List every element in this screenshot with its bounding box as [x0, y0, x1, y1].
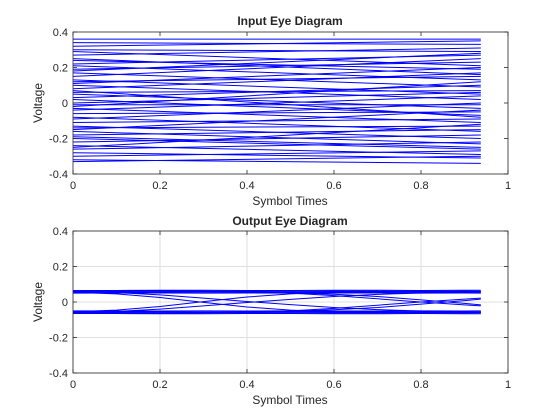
input-eye-trace-29 — [73, 125, 481, 129]
input-x-axis-label: Symbol Times — [252, 194, 327, 208]
input-eye-trace-47 — [73, 136, 481, 148]
input-eye-diagram-panel: Input Eye Diagram Symbol Times Voltage 0… — [31, 14, 511, 208]
input-x-tick-label: 0.8 — [413, 180, 428, 192]
input-eye-trace-32 — [73, 138, 481, 150]
output-y-tick-label: 0.2 — [53, 262, 68, 274]
output-y-tick-label: -0.2 — [49, 333, 68, 345]
output-eye-diagram-panel: Output Eye Diagram Symbol Times Voltage … — [31, 214, 511, 407]
input-eye-trace-27 — [73, 118, 481, 124]
input-eye-trace-26 — [73, 102, 481, 120]
output-eye-trace-8 — [73, 290, 481, 313]
output-x-tick-label: 1 — [505, 379, 511, 391]
input-eye-trace-37 — [73, 150, 481, 157]
input-eye-trace-3 — [73, 49, 481, 53]
input-eye-trace-6 — [73, 59, 481, 70]
input-eye-trace-20 — [73, 91, 481, 104]
output-x-tick-label: 0 — [70, 379, 76, 391]
input-y-tick-label: 0.4 — [53, 27, 68, 39]
input-eye-trace-43 — [73, 109, 481, 131]
input-eye-trace-18 — [73, 84, 481, 99]
input-eye-trace-15 — [73, 72, 481, 90]
output-eye-trace-10 — [73, 291, 481, 314]
output-y-tick-label: -0.4 — [49, 368, 68, 380]
output-eye-trace-14 — [73, 290, 481, 306]
input-chart-title: Input Eye Diagram — [237, 14, 342, 28]
output-x-tick-label: 0.4 — [239, 379, 254, 391]
input-eye-trace-5 — [73, 47, 481, 56]
output-traces — [73, 289, 481, 315]
input-eye-trace-23 — [73, 95, 481, 111]
input-x-tick-label: 0.2 — [152, 180, 167, 192]
input-eye-trace-25 — [73, 116, 481, 132]
output-x-tick-label: 0.2 — [152, 379, 167, 391]
output-x-tick-label: 0.6 — [326, 379, 341, 391]
input-x-tick-label: 0 — [70, 180, 76, 192]
output-eye-trace-15 — [73, 298, 481, 314]
input-x-tick-label: 0.6 — [326, 180, 341, 192]
input-x-tick-label: 1 — [505, 180, 511, 192]
output-eye-trace-9 — [73, 291, 481, 314]
input-eye-trace-31 — [73, 129, 481, 136]
input-eye-trace-44 — [73, 123, 481, 148]
input-x-tick-label: 0.4 — [239, 180, 254, 192]
input-eye-trace-22 — [73, 107, 481, 124]
input-y-tick-label: -0.2 — [49, 134, 68, 146]
input-eye-trace-41 — [73, 67, 481, 84]
input-eye-trace-46 — [73, 52, 481, 72]
input-traces — [73, 38, 481, 164]
input-eye-trace-30 — [73, 130, 481, 145]
input-eye-trace-42 — [73, 81, 481, 108]
input-eye-trace-2 — [73, 40, 481, 47]
input-y-tick-label: -0.4 — [49, 169, 68, 181]
input-eye-trace-39 — [73, 155, 481, 163]
input-eye-trace-11 — [73, 58, 481, 77]
output-x-axis-label: Symbol Times — [252, 393, 327, 407]
input-eye-trace-12 — [73, 79, 481, 95]
input-eye-trace-34 — [73, 145, 481, 155]
input-eye-trace-45 — [73, 90, 481, 118]
input-eye-trace-33 — [73, 134, 481, 143]
output-y-axis-label: Voltage — [31, 282, 45, 322]
output-x-tick-label: 0.8 — [413, 379, 428, 391]
input-y-tick-label: 0 — [62, 98, 68, 110]
input-eye-trace-10 — [73, 72, 481, 88]
output-eye-trace-11 — [73, 290, 481, 313]
output-chart-title: Output Eye Diagram — [232, 214, 347, 228]
input-eye-trace-14 — [73, 84, 481, 100]
input-eye-trace-24 — [73, 111, 481, 115]
input-y-tick-label: 0.2 — [53, 63, 68, 75]
output-y-tick-label: 0.4 — [53, 226, 68, 238]
input-eye-trace-35 — [73, 141, 481, 150]
output-y-tick-label: 0 — [62, 297, 68, 309]
input-y-axis-label: Voltage — [31, 83, 45, 123]
input-eye-trace-40 — [73, 58, 481, 76]
